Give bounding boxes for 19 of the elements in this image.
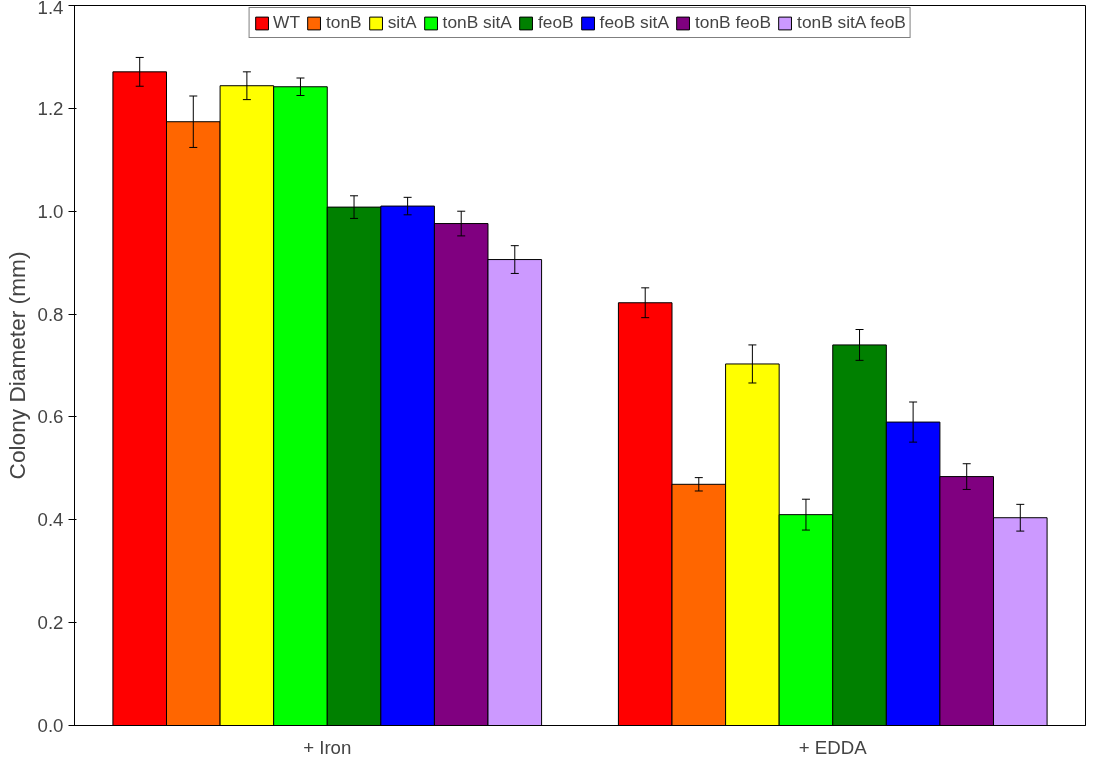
legend-label: tonB xyxy=(326,12,362,33)
x-tick-label: + Iron xyxy=(303,736,352,758)
y-tick-label: 0.0 xyxy=(37,715,64,736)
y-tick-label: 0.8 xyxy=(37,303,64,325)
legend-label: tonB sitA xyxy=(442,12,512,33)
y-tick-label: 1.4 xyxy=(37,0,64,18)
x-tick-label: + EDDA xyxy=(798,736,868,758)
legend-label: feoB sitA xyxy=(599,12,669,33)
legend-label: tonB feoB xyxy=(694,12,772,33)
legend-label: WT xyxy=(273,12,301,33)
y-axis-title: Colony Diameter (mm) xyxy=(3,251,30,480)
y-tick-label: 0.4 xyxy=(37,509,64,531)
y-tick-label: 1.0 xyxy=(37,200,64,222)
legend-label: sitA xyxy=(387,12,417,33)
y-tick-label: 0.2 xyxy=(37,612,64,634)
y-tick-label: 1.2 xyxy=(37,97,64,119)
legend-label: tonB sitA feoB xyxy=(797,12,906,33)
y-tick-label: 0.6 xyxy=(37,406,64,428)
legend-label: feoB xyxy=(537,12,574,33)
